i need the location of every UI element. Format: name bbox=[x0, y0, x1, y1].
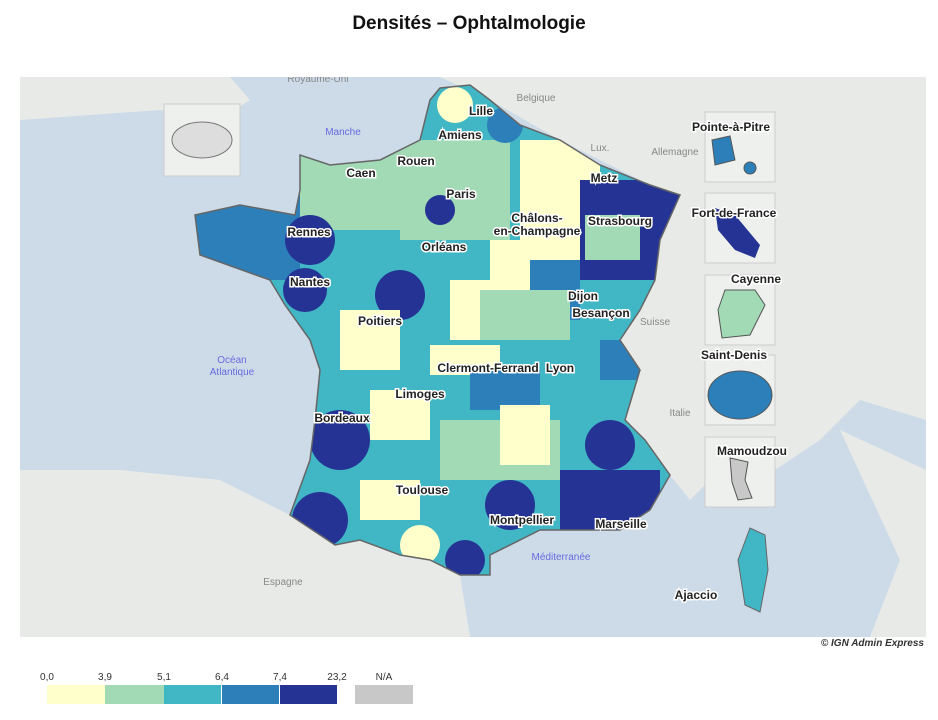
map-label: Mamoudzou bbox=[717, 444, 787, 458]
overseas-insets bbox=[704, 111, 776, 508]
legend-na-label: N/A bbox=[375, 672, 393, 683]
map-label: Strasbourg bbox=[588, 214, 652, 228]
map-label: Metz bbox=[591, 171, 618, 185]
map-label: Espagne bbox=[263, 577, 303, 588]
map-label: Manche bbox=[325, 127, 361, 138]
map-label: Ajaccio bbox=[675, 588, 718, 602]
map-label: Châlons- bbox=[511, 211, 562, 225]
map-label: Pointe-à-Pitre bbox=[692, 120, 770, 134]
map-label: Clermont-Ferrand bbox=[437, 361, 538, 375]
legend-break: 0,0 bbox=[40, 672, 54, 683]
map-label: Saint-Denis bbox=[701, 348, 767, 362]
map-label: Méditerranée bbox=[532, 552, 591, 563]
map-label: Amiens bbox=[438, 128, 482, 142]
map-label: Besançon bbox=[572, 306, 629, 320]
map-label: Atlantique bbox=[210, 367, 255, 378]
map-label: Bordeaux bbox=[314, 411, 370, 425]
legend-break: 5,1 bbox=[157, 672, 171, 683]
legend-break: 6,4 bbox=[215, 672, 229, 683]
map-label: Belgique bbox=[517, 93, 556, 104]
map-label: Paris bbox=[446, 187, 476, 201]
legend-break: 23,2 bbox=[327, 672, 347, 683]
spain-land bbox=[20, 470, 470, 637]
map-title: Densités – Ophtalmologie bbox=[352, 13, 586, 34]
place-labels: Royaume-Uni Belgique Lux. Allemagne Suis… bbox=[210, 77, 699, 588]
map-label: Caen bbox=[346, 166, 375, 180]
map-label: Nantes bbox=[290, 275, 330, 289]
map-label: Marseille bbox=[595, 517, 647, 531]
map-label: Allemagne bbox=[651, 147, 699, 158]
europe-land bbox=[440, 77, 926, 500]
legend-break: 7,4 bbox=[273, 672, 287, 683]
map-label: Lille bbox=[469, 104, 493, 118]
map-label: Poitiers bbox=[358, 314, 402, 328]
map-label: Lyon bbox=[546, 361, 574, 375]
city-labels[interactable]: Lille Amiens Rouen Caen Paris Metz Châlo… bbox=[286, 103, 789, 604]
world-inset bbox=[163, 103, 241, 177]
choropleth-map[interactable]: Royaume-Uni Belgique Lux. Allemagne Suis… bbox=[20, 77, 926, 637]
legend-swatch-1 bbox=[47, 685, 105, 704]
map-label: Rouen bbox=[397, 154, 434, 168]
map-label: Royaume-Uni bbox=[287, 77, 348, 85]
map-label: Rennes bbox=[287, 225, 331, 239]
legend-swatch-2 bbox=[105, 685, 164, 704]
map-label: en-Champagne bbox=[494, 224, 581, 238]
corsica bbox=[737, 527, 769, 613]
legend-swatch-4 bbox=[222, 685, 279, 704]
map-label: Orléans bbox=[422, 240, 467, 254]
legend-swatch-3 bbox=[164, 685, 221, 704]
map-label: Italie bbox=[669, 408, 691, 419]
map-label: Océan bbox=[217, 355, 246, 366]
map-label: Cayenne bbox=[731, 272, 781, 286]
copyright: © IGN Admin Express bbox=[820, 638, 924, 649]
legend-swatch-5 bbox=[280, 685, 337, 704]
map-label: Limoges bbox=[395, 387, 445, 401]
map-label: Toulouse bbox=[396, 483, 449, 497]
map-label: Montpellier bbox=[490, 513, 554, 527]
map-label: Fort-de-France bbox=[692, 206, 777, 220]
map-label: Lux. bbox=[591, 143, 610, 154]
legend-break: 3,9 bbox=[98, 672, 112, 683]
legend-swatch-na bbox=[355, 685, 413, 704]
map-label: Suisse bbox=[640, 317, 670, 328]
italy-south-land bbox=[840, 430, 926, 637]
map-label: Dijon bbox=[568, 289, 598, 303]
